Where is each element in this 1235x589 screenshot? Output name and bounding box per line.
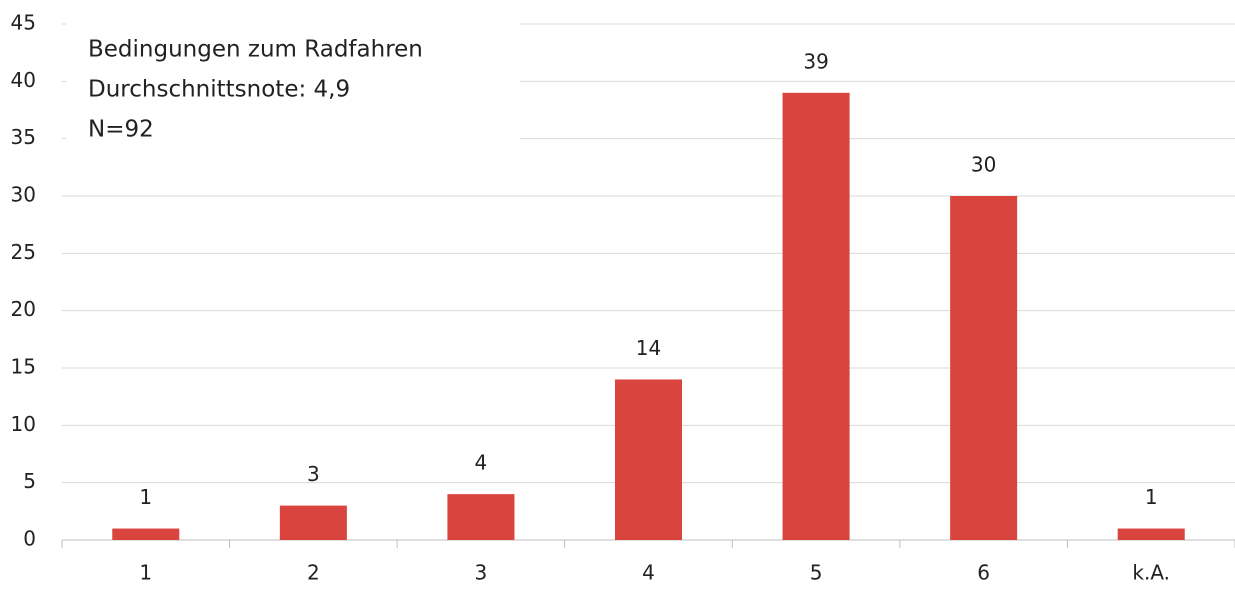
bar [614, 379, 683, 540]
x-tick-label: 6 [977, 561, 990, 585]
x-tick-label: 5 [810, 561, 823, 585]
x-tick-label: 1 [139, 561, 152, 585]
data-label: 3 [307, 462, 320, 486]
data-label: 1 [139, 485, 152, 509]
bar [782, 92, 850, 541]
y-tick-label: 30 [11, 183, 36, 207]
bar [279, 505, 347, 540]
data-label: 14 [636, 336, 661, 360]
x-tick-label: 3 [475, 561, 488, 585]
y-tick-label: 40 [11, 68, 36, 92]
y-tick-label: 35 [11, 125, 36, 149]
annotation-line: Durchschnittsnote: 4,9 [88, 77, 350, 103]
data-label: 30 [971, 153, 996, 177]
data-label: 1 [1145, 485, 1158, 509]
bar [447, 494, 515, 540]
y-tick-label: 45 [11, 11, 36, 35]
data-label: 4 [475, 451, 488, 475]
annotation-line: N=92 [88, 117, 154, 143]
y-tick-label: 25 [11, 240, 36, 264]
y-tick-label: 10 [11, 412, 36, 436]
bar [950, 196, 1018, 540]
x-tick-label: 2 [307, 561, 320, 585]
y-tick-label: 0 [23, 527, 36, 551]
y-tick-label: 5 [23, 469, 36, 493]
x-tick-label: k.A. [1132, 561, 1170, 585]
annotation-line: Bedingungen zum Radfahren [88, 37, 423, 63]
annotation-box [66, 14, 520, 154]
bar [1117, 528, 1185, 540]
y-tick-label: 20 [11, 297, 36, 321]
y-tick-label: 15 [11, 355, 36, 379]
data-label: 39 [803, 49, 828, 73]
bar [112, 528, 180, 540]
x-tick-label: 4 [642, 561, 655, 585]
